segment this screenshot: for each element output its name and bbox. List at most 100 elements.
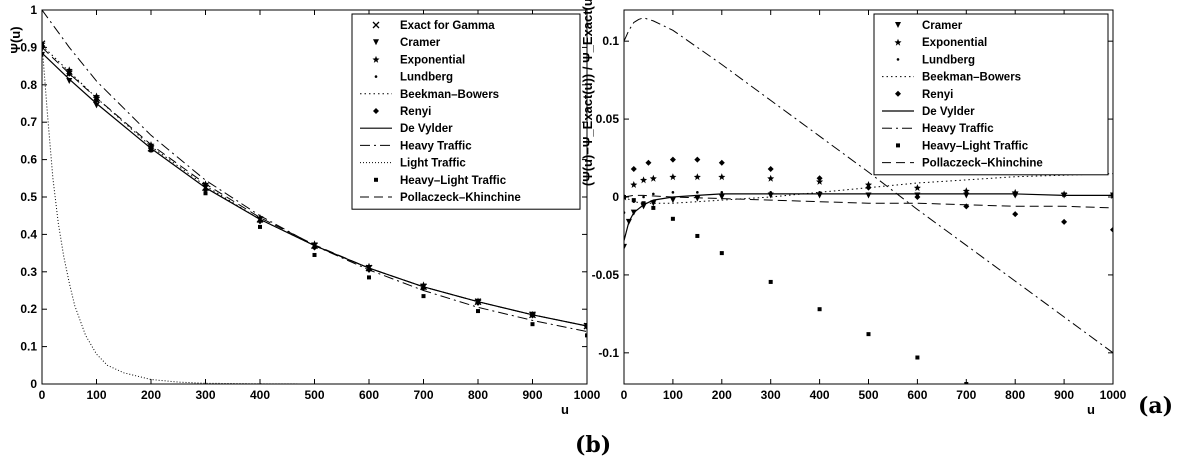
x-tick-label: 400 [810, 388, 830, 402]
legend-label-de-vylder: De Vylder [922, 106, 975, 118]
x-tick-label: 300 [761, 388, 781, 402]
point-heavy-light-traffic [312, 252, 317, 257]
x-tick-label: 1000 [1100, 388, 1127, 402]
point-renyi [669, 156, 676, 163]
legend-label-heavy-light-traffic: Heavy–Light Traffic [400, 175, 507, 187]
point-cramer [694, 195, 701, 202]
point-heavy-light-traffic [866, 332, 871, 337]
point-renyi [1061, 218, 1068, 225]
point-heavy-light-traffic [258, 224, 262, 229]
point-heavy-light-traffic [719, 251, 724, 256]
x-tick-label: 700 [413, 388, 433, 402]
legend-label-cramer: Cramer [400, 37, 441, 49]
point-renyi [630, 165, 637, 172]
point-renyi [914, 194, 921, 200]
legend-label-light-traffic: Light Traffic [400, 158, 466, 170]
x-tick-label: 800 [1005, 388, 1025, 402]
legend-label-pollaczeck-khinchine: Pollaczeck–Khinchine [922, 158, 1043, 170]
series-heavy-light-traffic [624, 195, 969, 384]
point-heavy-light-traffic [42, 41, 44, 46]
legend-label-lundberg: Lundberg [400, 72, 453, 84]
point-heavy-light-traffic [367, 275, 371, 280]
point-lundberg [258, 216, 262, 219]
point-lundberg [624, 211, 626, 214]
y-tick-label: -0.05 [592, 268, 620, 282]
y-tick-label: 0 [30, 377, 37, 391]
point-renyi [1110, 226, 1113, 233]
y-tick-label: 0 [612, 190, 619, 204]
point-lundberg [818, 191, 821, 194]
legend-marker-exact-for-gamma [372, 21, 380, 29]
point-renyi [694, 156, 701, 163]
point-lundberg [1013, 194, 1017, 197]
legend-marker-heavy-light-traffic [374, 177, 378, 182]
point-heavy-light-traffic [530, 322, 535, 327]
line-heavy-traffic [624, 17, 1113, 354]
point-lundberg [769, 191, 772, 194]
point-exponential [693, 173, 701, 181]
legend-marker-heavy-light-traffic [896, 143, 900, 148]
point-cramer [669, 197, 676, 204]
x-tick-label: 200 [141, 388, 161, 402]
legend-label-exact-for-gamma: Exact for Gamma [400, 20, 495, 32]
legend-box [873, 13, 1109, 176]
legend-label-exponential: Exponential [922, 37, 987, 49]
legend-marker-exponential [894, 38, 902, 46]
point-heavy-light-traffic [203, 191, 208, 196]
series-de-vylder [624, 193, 1113, 241]
legend-label-cramer: Cramer [922, 20, 963, 32]
point-exponential [649, 174, 657, 182]
legend-marker-lundberg [896, 58, 900, 61]
point-renyi [865, 184, 872, 191]
point-exponential [962, 187, 970, 195]
point-heavy-light-traffic [915, 355, 920, 360]
point-exponential [865, 181, 872, 189]
y-tick-label: 0.1 [20, 340, 37, 354]
point-exponential [913, 184, 921, 192]
legend-label-heavy-traffic: Heavy Traffic [922, 123, 994, 135]
point-exponential [816, 177, 824, 185]
point-exponential [93, 92, 100, 100]
point-heavy-light-traffic [695, 233, 700, 238]
point-renyi [718, 159, 725, 166]
point-heavy-light-traffic [768, 279, 773, 284]
series-heavy-traffic [624, 17, 1113, 354]
point-heavy-light-traffic [817, 307, 822, 312]
point-heavy-light-traffic [67, 71, 72, 76]
point-cramer [66, 78, 73, 85]
x-tick-label: 0 [621, 388, 628, 402]
chart-panel-right: 0 100 200 300 400 500 600 700 800 900 1000 -0.1 -0.0… [580, 0, 1127, 417]
legend-marker-renyi [373, 108, 379, 114]
point-exponential [767, 174, 775, 182]
y-tick-label: 0.9 [20, 40, 37, 54]
legend-label-beekman-bowers: Beekman–Bowers [400, 89, 499, 101]
point-heavy-light-traffic [631, 198, 636, 203]
legend-marker-cramer [373, 39, 379, 46]
legend-marker-exponential [372, 55, 380, 63]
legend: Exact for Gamma Cramer Exponential Lundberg… [351, 13, 581, 210]
point-exponential [718, 173, 726, 181]
point-lundberg [642, 195, 645, 199]
y-tick-label: 0.8 [20, 78, 37, 92]
line-pollaczeck-khinchine [42, 47, 587, 327]
y-axis-label: Ψ(u) [8, 26, 23, 53]
y-tick-label: 1 [30, 3, 37, 17]
series-pollaczeck-khinchine [42, 47, 587, 327]
x-axis-label: u [561, 402, 569, 417]
line-light-traffic [42, 43, 587, 384]
point-exponential [65, 66, 73, 74]
line-pollaczeck-khinchine [624, 194, 1113, 209]
x-tick-label: 600 [359, 388, 379, 402]
x-tick-label: 200 [712, 388, 732, 402]
point-heavy-light-traffic [94, 97, 99, 102]
point-exponential [1060, 190, 1068, 198]
y-tick-label: 0.4 [20, 227, 37, 241]
line-heavy-traffic [42, 10, 587, 333]
y-tick-label: -0.1 [598, 346, 619, 360]
point-cramer [624, 243, 627, 250]
legend-label-renyi: Renyi [400, 106, 431, 118]
series-heavy-light-traffic [42, 41, 587, 338]
plot-area [42, 10, 587, 384]
point-exponential [630, 181, 638, 189]
x-tick-label: 100 [663, 388, 683, 402]
